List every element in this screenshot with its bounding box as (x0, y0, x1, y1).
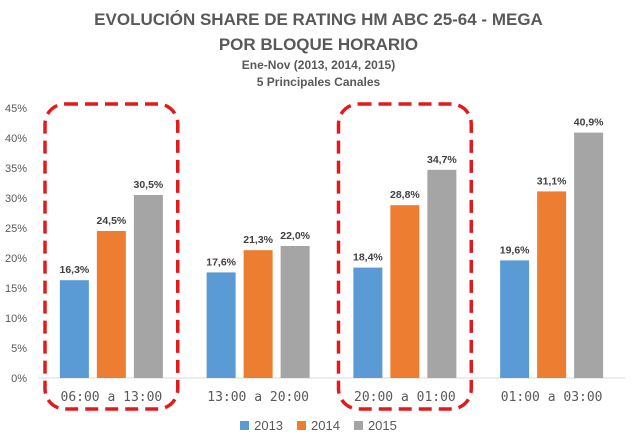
x-tick-label: 13:00 a 20:00 (207, 390, 309, 405)
data-label: 22,0% (280, 230, 310, 242)
x-tick-label: 01:00 a 03:00 (501, 390, 603, 405)
bar-2015 (280, 246, 310, 378)
data-label: 28,8% (390, 189, 420, 201)
bar-2013 (206, 272, 236, 378)
bar-2014 (537, 191, 567, 378)
bar-2015 (133, 195, 163, 378)
data-label: 34,7% (427, 154, 457, 166)
legend-item-2013: 2013 (240, 418, 283, 433)
y-tick-label: 25% (5, 223, 27, 235)
data-label: 19,6% (500, 244, 530, 256)
bar-2013 (59, 280, 89, 378)
bar-2013 (353, 267, 383, 378)
data-label: 40,9% (574, 117, 604, 129)
y-tick-label: 45% (5, 103, 27, 115)
bar-2014 (390, 205, 420, 378)
chart-title-line2: POR BLOQUE HORARIO (218, 35, 419, 54)
chart-title: EVOLUCIÓN SHARE DE RATING HM ABC 25-64 -… (94, 10, 543, 29)
bar-2013 (500, 260, 530, 378)
data-label: 30,5% (133, 179, 163, 191)
chart-subtitle: Ene-Nov (2013, 2014, 2015) (241, 58, 396, 72)
legend-swatch-2014 (297, 421, 307, 430)
x-tick-label: 20:00 a 01:00 (354, 390, 456, 405)
legend-swatch-2015 (353, 421, 363, 430)
y-tick-label: 30% (5, 193, 27, 205)
data-label: 21,3% (243, 234, 273, 246)
bar-2014 (243, 250, 273, 378)
y-tick-label: 10% (5, 313, 27, 325)
highlight-box (43, 102, 180, 411)
data-label: 17,6% (206, 256, 236, 268)
legend-label-2013: 2013 (254, 418, 284, 433)
legend-item-2014: 2014 (297, 418, 340, 433)
bar-2014 (96, 231, 126, 378)
legend-swatch-2013 (240, 421, 250, 430)
data-label: 24,5% (96, 215, 126, 227)
y-tick-label: 20% (5, 253, 27, 265)
legend-item-2015: 2015 (353, 418, 397, 433)
y-tick-label: 0% (11, 373, 27, 385)
legend-label-2015: 2015 (367, 418, 397, 433)
y-tick-label: 35% (5, 163, 27, 175)
y-tick-label: 5% (11, 343, 27, 355)
y-tick-label: 40% (5, 133, 27, 145)
data-label: 16,3% (59, 264, 89, 276)
chart-subtitle-2: 5 Principales Canales (256, 75, 381, 89)
legend-label-2014: 2014 (311, 418, 340, 433)
data-label: 18,4% (353, 252, 383, 264)
bar-2015 (574, 132, 604, 378)
data-label: 31,1% (537, 175, 567, 187)
y-tick-label: 15% (5, 283, 27, 295)
x-tick-label: 06:00 a 13:00 (61, 390, 163, 405)
legend: 2013 2014 2015 (0, 418, 637, 433)
highlight-box (336, 102, 473, 411)
bar-2015 (427, 169, 457, 378)
